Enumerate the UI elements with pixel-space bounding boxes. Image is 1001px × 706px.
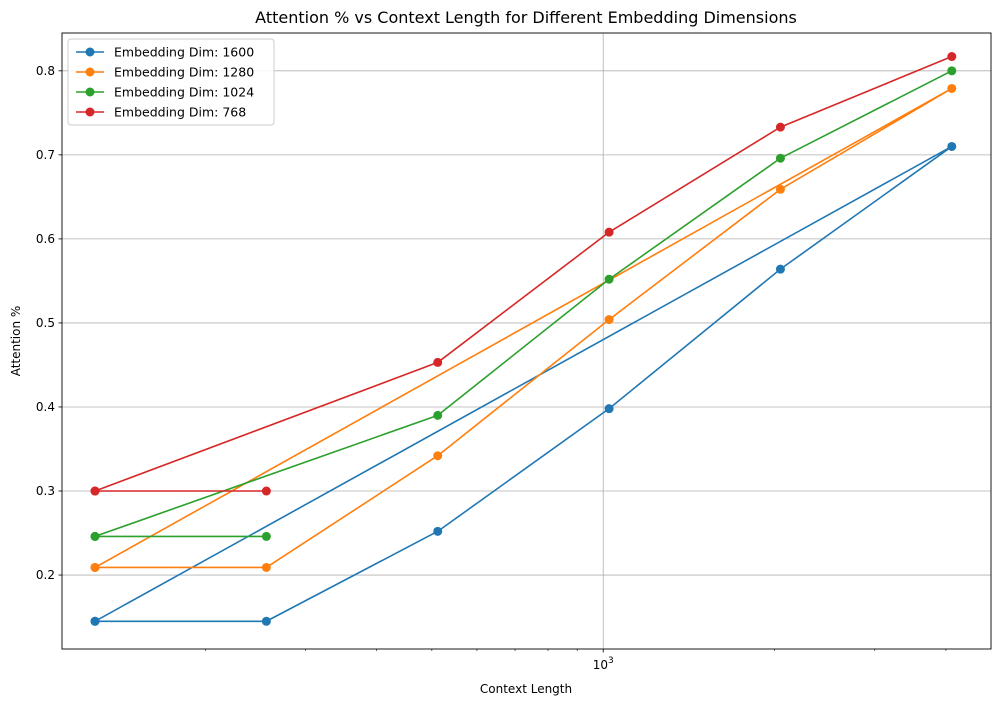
legend-label: Embedding Dim: 1024 bbox=[114, 85, 254, 100]
data-point bbox=[433, 526, 443, 536]
data-point bbox=[604, 227, 614, 237]
data-point bbox=[775, 264, 785, 274]
series-line bbox=[94, 87, 953, 569]
legend-marker bbox=[85, 87, 95, 97]
y-tick-label: 0.4 bbox=[36, 400, 55, 414]
data-point bbox=[261, 486, 271, 496]
series-2 bbox=[90, 66, 957, 541]
data-point bbox=[90, 486, 100, 496]
data-point bbox=[604, 315, 614, 325]
data-point bbox=[947, 83, 957, 93]
legend-label: Embedding Dim: 1280 bbox=[114, 65, 254, 80]
y-tick-label: 0.8 bbox=[36, 64, 55, 78]
y-tick-label: 0.6 bbox=[36, 232, 55, 246]
y-axis-label: Attention % bbox=[9, 306, 23, 377]
y-tick-label: 0.7 bbox=[36, 148, 55, 162]
data-point bbox=[90, 562, 100, 572]
y-tick-label: 0.2 bbox=[36, 568, 55, 582]
series-line bbox=[94, 70, 953, 538]
series-1 bbox=[90, 83, 957, 572]
x-tick-label: 103 bbox=[593, 656, 614, 672]
data-point bbox=[775, 122, 785, 132]
series-line bbox=[94, 145, 953, 623]
legend-label: Embedding Dim: 768 bbox=[114, 105, 246, 120]
y-tick-label: 0.5 bbox=[36, 316, 55, 330]
plot-frame bbox=[61, 32, 992, 650]
data-point bbox=[261, 562, 271, 572]
axis-ticks: 0.2 0.3 0.4 0.5 0.6 0.7 0.8 103 bbox=[36, 64, 947, 672]
legend-marker bbox=[85, 107, 95, 117]
data-point bbox=[775, 184, 785, 194]
data-point bbox=[775, 153, 785, 163]
data-point bbox=[947, 66, 957, 76]
data-point bbox=[261, 531, 271, 541]
legend-item: Embedding Dim: 1280 bbox=[76, 65, 254, 80]
data-point bbox=[604, 404, 614, 414]
legend-marker bbox=[85, 67, 95, 77]
legend: Embedding Dim: 1600 Embedding Dim: 1280 Em… bbox=[67, 38, 275, 126]
legend-item: Embedding Dim: 1600 bbox=[76, 45, 254, 60]
data-point bbox=[433, 357, 443, 367]
data-point bbox=[947, 141, 957, 151]
y-tick-label: 0.3 bbox=[36, 484, 55, 498]
series-layer bbox=[90, 52, 957, 626]
legend-box bbox=[67, 38, 275, 126]
series-3 bbox=[90, 52, 957, 496]
chart-title: Attention % vs Context Length for Differ… bbox=[255, 8, 797, 27]
legend-marker bbox=[85, 47, 95, 57]
data-point bbox=[90, 616, 100, 626]
legend-item: Embedding Dim: 768 bbox=[76, 105, 246, 120]
data-point bbox=[947, 52, 957, 62]
data-point bbox=[433, 451, 443, 461]
x-axis-label: Context Length bbox=[480, 682, 572, 696]
series-0 bbox=[90, 141, 957, 626]
data-point bbox=[604, 274, 614, 284]
data-point bbox=[433, 410, 443, 420]
legend-label: Embedding Dim: 1600 bbox=[114, 45, 254, 60]
data-point bbox=[90, 531, 100, 541]
legend-item: Embedding Dim: 1024 bbox=[76, 85, 254, 100]
data-point bbox=[261, 616, 271, 626]
